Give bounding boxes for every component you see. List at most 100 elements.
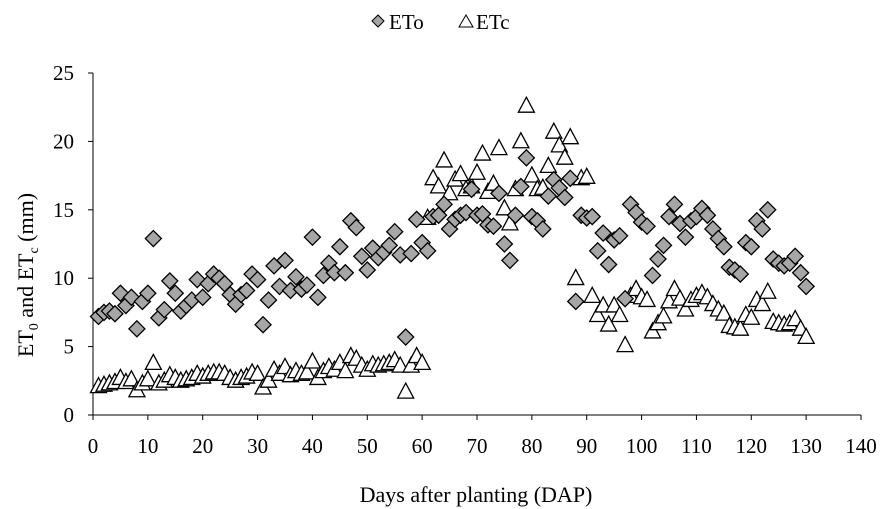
eto-point: [303, 228, 322, 247]
eto-point: [254, 315, 272, 334]
eto-point: [665, 195, 684, 214]
eto-point: [616, 289, 635, 308]
etc-point: [555, 147, 574, 165]
etc-point: [594, 295, 613, 313]
etc-point: [489, 138, 509, 156]
etc-point: [637, 290, 657, 308]
eto-point: [698, 206, 717, 225]
eto-point: [435, 195, 454, 214]
y-tick-label: 0: [64, 403, 75, 427]
etc-point: [429, 176, 448, 194]
y-axis: 0 5 10 15 20 25: [53, 61, 94, 427]
eto-point: [643, 266, 662, 285]
etc-point: [522, 165, 541, 183]
series-etc: [89, 95, 816, 399]
eto-point: [610, 226, 629, 245]
eto-point: [347, 218, 366, 237]
etc-point: [336, 361, 355, 379]
eto-point: [287, 267, 305, 286]
eto-point: [511, 177, 530, 196]
etc-point: [144, 353, 163, 371]
eto-point: [276, 251, 294, 270]
eto-point: [490, 184, 508, 203]
eto-point: [144, 229, 163, 248]
eto-point: [160, 272, 179, 290]
etc-point: [654, 306, 673, 324]
eto-point: [594, 224, 613, 242]
y-tick-label: 15: [53, 198, 74, 222]
etc-point: [138, 369, 157, 387]
etc-point: [797, 327, 816, 345]
etc-point: [714, 303, 733, 321]
eto-point: [259, 291, 278, 310]
y-axis-label-sub-1: 0: [27, 323, 42, 330]
eto-point: [336, 263, 355, 282]
x-tick-label: 120: [736, 434, 768, 458]
etc-point: [670, 288, 690, 306]
eto-point: [797, 277, 816, 296]
x-tick-label: 130: [790, 434, 822, 458]
eto-point: [660, 207, 678, 226]
eto-point: [555, 188, 574, 207]
eto-point: [791, 263, 810, 282]
etc-point: [610, 305, 629, 323]
eto-point: [517, 148, 536, 167]
etc-point: [616, 335, 635, 353]
eto-point: [599, 255, 618, 274]
etc-point: [577, 166, 596, 184]
legend-eto-label: ETo: [389, 10, 424, 34]
eto-point: [155, 300, 174, 319]
x-tick-label: 140: [845, 434, 877, 458]
x-tick-label: 50: [357, 434, 378, 458]
eto-point: [358, 261, 377, 279]
eto-point: [248, 270, 267, 289]
etc-point: [583, 285, 602, 304]
y-tick-label: 5: [64, 335, 75, 359]
x-tick-label: 100: [626, 434, 658, 458]
eto-point: [654, 236, 673, 255]
etc-point: [588, 305, 607, 323]
eto-point: [308, 288, 327, 307]
etc-point: [676, 299, 695, 317]
eto-point: [638, 217, 656, 236]
etc-point: [303, 351, 322, 369]
eto-point: [588, 241, 607, 260]
eto-point: [753, 220, 772, 238]
eto-point: [731, 265, 750, 284]
etc-point: [758, 281, 777, 299]
x-tick-label: 0: [88, 434, 99, 458]
eto-point: [758, 200, 777, 219]
x-tick-label: 30: [247, 434, 268, 458]
etc-point: [561, 127, 580, 145]
eto-point: [166, 284, 185, 303]
eto-point: [500, 251, 519, 270]
eto-point: [583, 207, 602, 226]
x-tick-label: 110: [681, 434, 712, 458]
etc-point: [539, 156, 558, 174]
eto-point: [193, 288, 212, 307]
y-axis-label-sub-2: c: [27, 247, 42, 253]
etc-point: [742, 307, 761, 325]
eto-point: [127, 319, 146, 338]
etc-point: [599, 314, 618, 332]
etc-point: [544, 121, 563, 139]
etc-point: [391, 355, 410, 373]
eto-point: [352, 247, 371, 266]
eto-point: [106, 304, 124, 323]
x-tick-label: 40: [302, 434, 323, 458]
legend-etc-marker: [458, 14, 474, 28]
etc-point: [550, 135, 569, 153]
eto-point: [330, 237, 349, 256]
eto-point: [495, 235, 514, 253]
etc-point: [451, 164, 470, 182]
x-tick-label: 60: [412, 434, 433, 458]
eto-point: [402, 244, 421, 263]
eto-point: [380, 236, 399, 255]
eto-point: [484, 217, 503, 236]
eto-point: [385, 222, 404, 241]
eto-point: [237, 281, 256, 300]
series-eto: [89, 148, 816, 346]
etc-point: [297, 362, 317, 380]
eto-point: [786, 247, 805, 266]
